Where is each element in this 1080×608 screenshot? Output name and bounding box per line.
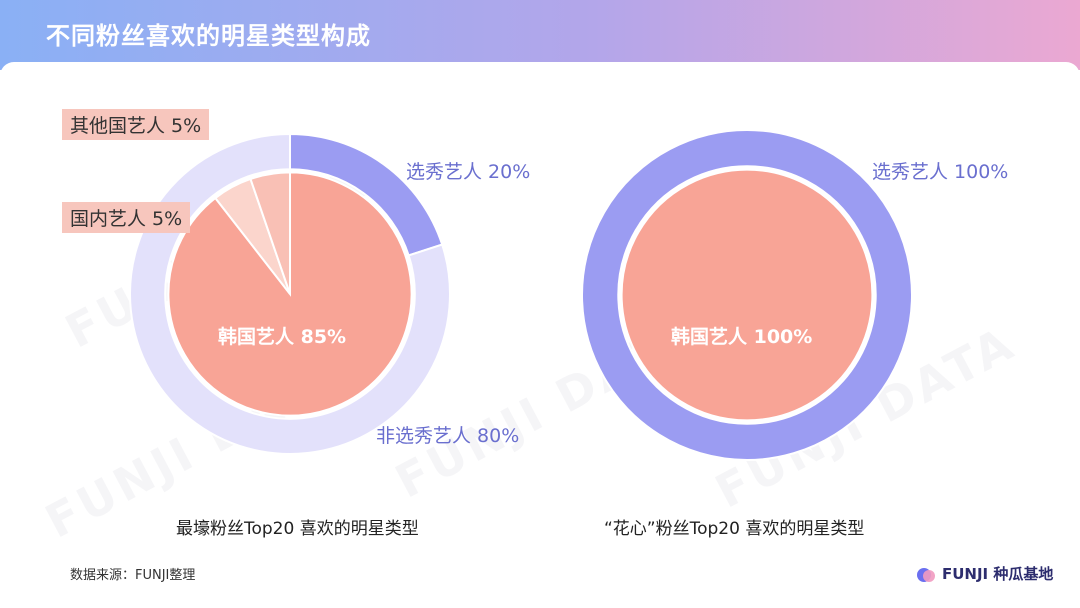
brand-logo: FUNJI 种瓜基地	[916, 563, 1053, 584]
chart2-label-draft: 选秀艺人 100%	[872, 161, 1009, 183]
chart1-inner-slice-其他国艺人	[249, 171, 291, 295]
header-banner: 不同粉丝喜欢的明星类型构成	[0, 0, 1080, 70]
chart1-label-korean: 韩国艺人 85%	[218, 326, 347, 348]
chart1-caption: 最壕粉丝Top20 喜欢的明星类型	[176, 519, 419, 539]
chart2-inner-slice-韩国艺人	[620, 168, 874, 422]
chart1-label-other: 其他国艺人 5%	[62, 109, 210, 140]
chart1-label-nondraft: 非选秀艺人 80%	[376, 425, 520, 447]
chart1-label-draft: 选秀艺人 20%	[406, 161, 531, 183]
data-source: 数据来源：FUNJI整理	[70, 568, 196, 583]
brand-name: FUNJI 种瓜基地	[942, 565, 1054, 583]
chart2-caption: “花心”粉丝Top20 喜欢的明星类型	[604, 519, 865, 539]
chart1-outer-slice-非选秀艺人	[129, 132, 451, 455]
chart2-label-korean: 韩国艺人 100%	[671, 326, 813, 348]
donut-chart-top-spenders	[129, 132, 451, 455]
funji-logo-icon	[916, 564, 936, 584]
chart2-outer-slice-选秀艺人	[581, 129, 913, 461]
page-title: 不同粉丝喜欢的明星类型构成	[46, 22, 371, 50]
donut-chart-fickle-fans	[581, 129, 913, 461]
chart1-label-domestic: 国内艺人 5%	[62, 202, 191, 233]
